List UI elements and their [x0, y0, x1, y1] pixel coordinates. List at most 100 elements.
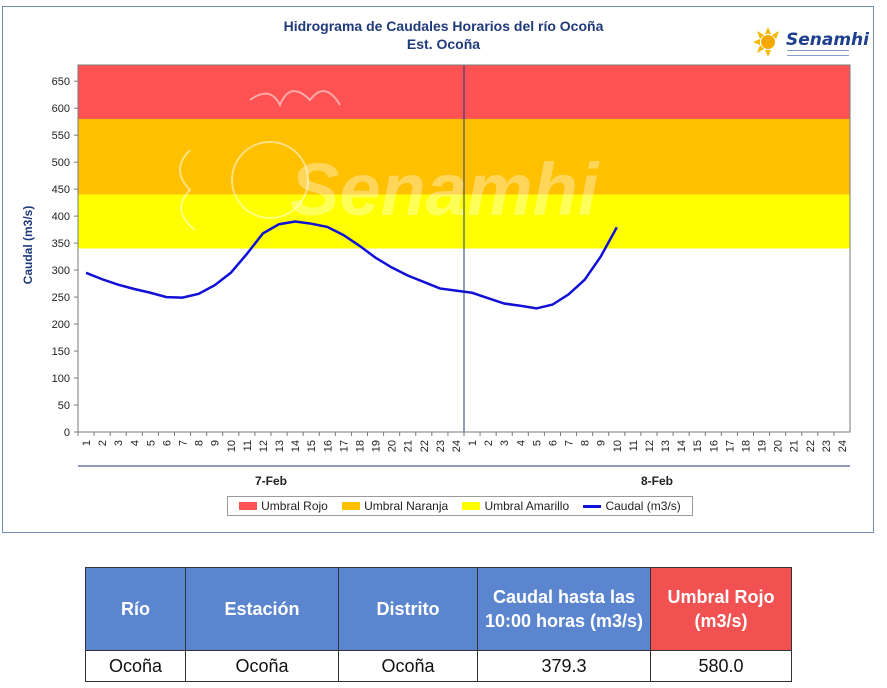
- cell-distrito: Ocoña: [338, 650, 478, 682]
- y-tick-label: 150: [52, 346, 70, 358]
- x-tick-label: 15: [306, 440, 318, 452]
- chart-plot: Senamhi 05010015020025030035040045050055…: [52, 64, 851, 488]
- x-tick-label: 16: [322, 440, 334, 452]
- x-tick-label: 20: [387, 440, 399, 452]
- x-tick-label: 15: [692, 440, 704, 452]
- legend-swatch-naranja: [342, 502, 361, 510]
- x-tick-label: 2: [483, 440, 495, 446]
- y-axis-label: Caudal (m3/s): [21, 206, 35, 285]
- x-tick-label: 16: [708, 440, 720, 452]
- y-tick-label: 50: [58, 400, 70, 412]
- x-tick-label: 7: [178, 440, 190, 446]
- x-tick-label: 14: [676, 440, 688, 452]
- summary-header-row: Río Estación Distrito Caudal hasta las 1…: [85, 567, 792, 651]
- legend-item-amarillo: Umbral Amarillo: [462, 499, 569, 513]
- x-tick-label: 11: [628, 440, 640, 451]
- header-caudal: Caudal hasta las 10:00 horas (m3/s): [477, 567, 651, 651]
- chart-title: Hidrograma de Caudales Horarios del río …: [283, 18, 604, 34]
- legend-item-caudal: Caudal (m3/s): [583, 499, 681, 513]
- legend-label-rojo: Umbral Rojo: [261, 499, 328, 513]
- cell-estacion: Ocoña: [185, 650, 339, 682]
- logo-text: Senamhi: [786, 30, 869, 50]
- x-tick-label: 23: [435, 440, 447, 452]
- y-tick-label: 250: [52, 292, 70, 304]
- legend-swatch-amarillo: [462, 502, 481, 510]
- day-group-label: 8-Feb: [641, 474, 673, 488]
- x-tick-label: 24: [451, 440, 463, 452]
- header-estacion: Estación: [185, 567, 339, 651]
- y-tick-label: 550: [52, 130, 70, 142]
- y-tick-label: 650: [52, 76, 70, 88]
- sun-icon: [753, 27, 779, 57]
- day-group-label: 7-Feb: [255, 474, 287, 488]
- x-tick-label: 11: [242, 440, 254, 451]
- chart-title-block: Hidrograma de Caudales Horarios del río …: [0, 17, 887, 53]
- legend-label-amarillo: Umbral Amarillo: [484, 499, 570, 513]
- x-tick-label: 9: [596, 440, 608, 446]
- chart-subtitle: Est. Ocoña: [406, 36, 481, 52]
- legend-item-rojo: Umbral Rojo: [239, 499, 328, 513]
- x-axis-ticks: 1 2 3 4 5 6 7 8 9 10 11 12 13 14 15 16 17 18 19 20 21 22 23 24 1…: [77, 432, 849, 452]
- watermark-text: Senamhi: [290, 148, 600, 231]
- x-tick-label: 1: [81, 440, 93, 446]
- caudal-series-line: [85, 220, 618, 310]
- x-tick-label: 17: [338, 440, 350, 452]
- x-tick-label: 24: [837, 440, 849, 452]
- x-tick-label: 20: [773, 440, 785, 452]
- x-tick-label: 8: [580, 440, 592, 446]
- header-rio: Río: [85, 567, 186, 651]
- x-tick-label: 22: [419, 440, 431, 452]
- legend-label-naranja: Umbral Naranja: [364, 499, 449, 513]
- x-tick-label: 21: [789, 440, 801, 452]
- x-tick-label: 2: [97, 440, 109, 446]
- plot-border: [77, 64, 851, 433]
- x-tick-label: 6: [161, 440, 173, 446]
- x-tick-label: 17: [724, 440, 736, 452]
- y-axis-label-text: Caudal (m3/s): [21, 206, 35, 285]
- y-tick-label: 300: [52, 265, 70, 277]
- x-tick-label: 18: [354, 440, 366, 452]
- x-tick-label: 12: [258, 440, 270, 452]
- x-tick-label: 6: [547, 440, 559, 446]
- x-tick-label: 3: [499, 440, 511, 446]
- x-tick-label: 13: [274, 440, 286, 452]
- x-tick-label: 8: [194, 440, 206, 446]
- x-tick-label: 21: [403, 440, 415, 452]
- y-tick-label: 450: [52, 184, 70, 196]
- x-tick-label: 3: [113, 440, 125, 446]
- x-tick-label: 19: [371, 440, 383, 452]
- x-tick-label: 18: [740, 440, 752, 452]
- header-umbral-rojo: Umbral Rojo (m3/s): [650, 567, 792, 651]
- day-group-labels: 7-Feb 8-Feb: [78, 465, 850, 488]
- logo-subline: [787, 50, 849, 56]
- legend-swatch-caudal: [583, 504, 602, 508]
- y-axis-ticks: 0 50 100 150 200 250 300 350 400 450 500 550 600 650: [52, 76, 78, 439]
- x-tick-label: 10: [226, 440, 238, 452]
- header-distrito: Distrito: [338, 567, 478, 651]
- watermark-sun-icon: [179, 90, 341, 231]
- legend-item-naranja: Umbral Naranja: [342, 499, 448, 513]
- x-tick-label: 19: [757, 440, 769, 452]
- x-tick-label: 14: [290, 440, 302, 452]
- x-tick-label: 9: [210, 440, 222, 446]
- x-tick-label: 23: [821, 440, 833, 452]
- x-tick-label: 4: [129, 440, 141, 446]
- chart-legend: Umbral Rojo Umbral Naranja Umbral Amaril…: [227, 496, 693, 516]
- x-tick-label: 5: [531, 440, 543, 446]
- y-tick-label: 100: [52, 373, 70, 385]
- cell-rio: Ocoña: [85, 650, 186, 682]
- legend-label-caudal: Caudal (m3/s): [605, 499, 681, 513]
- summary-table: Río Estación Distrito Caudal hasta las 1…: [85, 567, 792, 682]
- y-tick-label: 600: [52, 103, 70, 115]
- x-tick-label: 7: [564, 440, 576, 446]
- x-tick-label: 1: [467, 440, 479, 446]
- x-tick-label: 10: [612, 440, 624, 452]
- y-tick-label: 0: [64, 427, 70, 439]
- cell-umbral-rojo: 580.0: [650, 650, 792, 682]
- x-tick-label: 13: [660, 440, 672, 452]
- y-tick-label: 500: [52, 157, 70, 169]
- y-tick-label: 200: [52, 319, 70, 331]
- summary-data-row: Ocoña Ocoña Ocoña 379.3 580.0: [85, 650, 792, 682]
- x-tick-label: 12: [644, 440, 656, 452]
- y-tick-label: 350: [52, 238, 70, 250]
